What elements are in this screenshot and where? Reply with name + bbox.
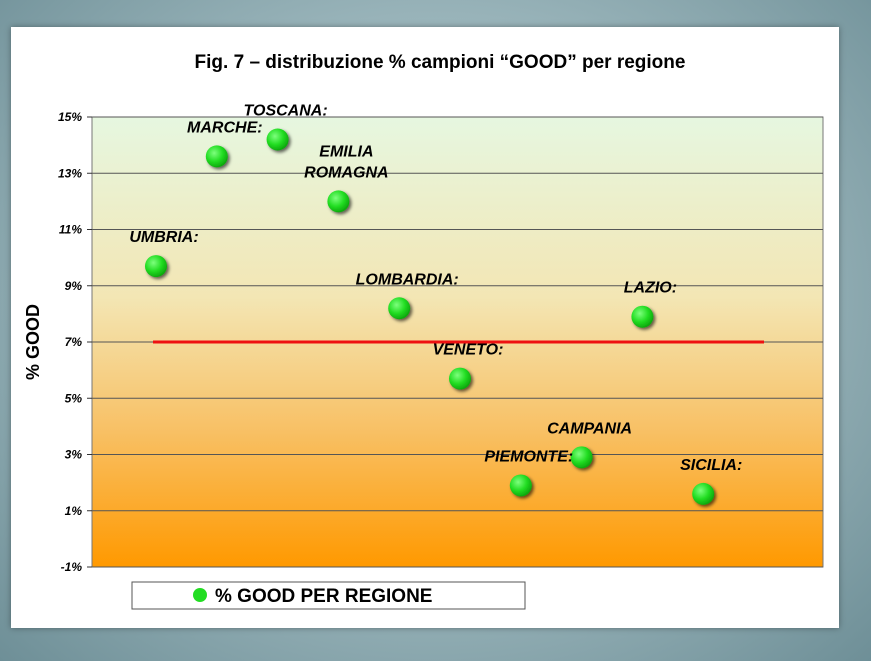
data-point-5	[388, 297, 411, 320]
data-point-4	[327, 190, 350, 213]
point-label-7: PIEMONTE:	[484, 448, 573, 465]
point-label-5: LOMBARDIA:	[356, 271, 459, 288]
slide-panel: Fig. 7 – distribuzione % campioni “GOOD”…	[11, 27, 839, 628]
data-point-2	[205, 145, 228, 168]
point-label-4: EMILIA	[319, 143, 373, 160]
point-label-3: TOSCANA:	[244, 103, 328, 120]
chart-title: Fig. 7 – distribuzione % campioni “GOOD”…	[195, 52, 686, 73]
y-tick-label: 11%	[59, 223, 82, 237]
point-label-9: LAZIO:	[624, 280, 677, 297]
y-tick-label: 7%	[65, 335, 83, 349]
gridlines	[92, 116, 823, 568]
point-label-1: UMBRIA:	[129, 229, 198, 246]
y-tick-label: 9%	[65, 279, 83, 293]
point-labels: UMBRIA: MARCHE:TOSCANA: EMILIA ROMAGNA LOMBA…	[129, 103, 742, 474]
y-tick-label: 5%	[65, 391, 83, 405]
point-label-4: ROMAGNA	[304, 164, 388, 181]
y-tick-label: 3%	[65, 448, 83, 462]
data-points	[145, 128, 715, 505]
data-point-1	[145, 255, 167, 278]
y-axis-ticks: -1% 1% 3% 5% 7% 9% 11% 13% 15%	[58, 110, 92, 574]
scatter-chart: Fig. 7 – distribuzione % campioni “GOOD”…	[23, 52, 824, 610]
point-label-10: SICILIA:	[680, 457, 742, 474]
legend-marker	[193, 588, 207, 602]
data-point-8	[570, 446, 593, 469]
y-tick-label: 13%	[58, 166, 82, 180]
y-tick-label: 15%	[58, 110, 82, 124]
y-tick-label: 1%	[65, 504, 83, 518]
y-axis-label: % GOOD	[23, 304, 43, 380]
point-label-8: CAMPANIA	[547, 420, 632, 437]
data-point-7	[509, 474, 532, 497]
point-label-2: MARCHE:	[187, 119, 263, 136]
data-point-9	[631, 305, 654, 328]
data-point-6	[449, 367, 471, 390]
point-label-6: VENETO:	[433, 342, 504, 359]
data-point-3	[266, 128, 289, 151]
data-point-10	[692, 482, 715, 505]
y-tick-label: -1%	[61, 560, 83, 574]
legend-label-series: % GOOD PER REGIONE	[215, 586, 432, 607]
legend: % GOOD PER REGIONE	[131, 581, 526, 610]
